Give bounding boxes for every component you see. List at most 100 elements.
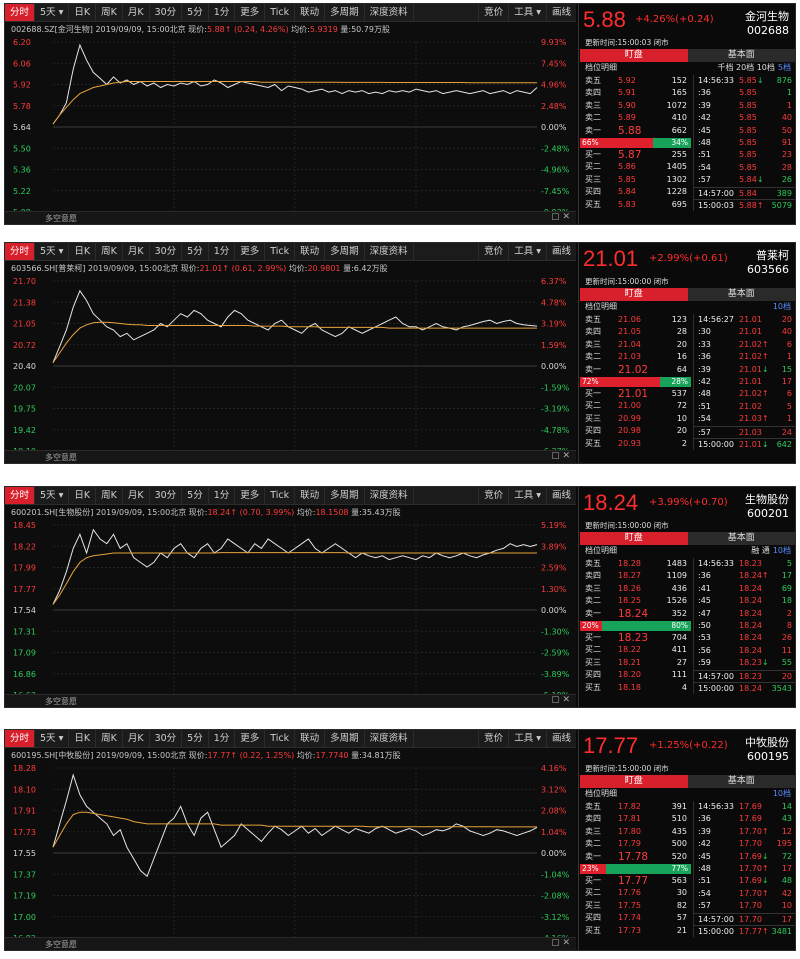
period-tab[interactable]: 深度资料: [365, 4, 414, 21]
tick-list: 14:56:27 21.01 20:30 21.01 40:33 21.02↑ 6:36 21…: [693, 314, 795, 451]
depth-extra[interactable]: 融 通: [751, 546, 770, 555]
tool-button[interactable]: 竞价: [478, 4, 508, 21]
window-controls-icon[interactable]: ▢ ✕: [551, 695, 570, 705]
depth-options[interactable]: 融 通 10档: [751, 545, 791, 556]
period-tab[interactable]: 5分: [182, 730, 209, 747]
depth-selected[interactable]: 5档: [777, 63, 791, 72]
depth-selected[interactable]: 10档: [772, 546, 791, 555]
period-tab[interactable]: 30分: [150, 730, 183, 747]
y-tick-pct: -2.59%: [541, 649, 570, 658]
tick-row: :56 18.24 11: [694, 645, 795, 657]
period-tab[interactable]: 5分: [182, 243, 209, 260]
tool-button[interactable]: 工具 ▾: [508, 730, 546, 747]
window-controls-icon[interactable]: ▢ ✕: [551, 451, 570, 461]
period-tab[interactable]: 日K: [69, 4, 97, 21]
period-tab[interactable]: 5天 ▾: [35, 4, 70, 21]
tool-button[interactable]: 竞价: [478, 730, 508, 747]
period-tab[interactable]: 分时: [5, 4, 36, 21]
period-tab[interactable]: 分时: [5, 730, 36, 747]
tool-button[interactable]: 工具 ▾: [508, 487, 546, 504]
tool-button[interactable]: 画线: [545, 730, 576, 747]
period-tab[interactable]: 月K: [123, 243, 150, 260]
tool-button[interactable]: 工具 ▾: [508, 243, 546, 260]
period-tab[interactable]: 日K: [69, 243, 97, 260]
depth-options[interactable]: 10档: [770, 788, 791, 799]
depth-selected[interactable]: 10档: [772, 789, 791, 798]
period-tab[interactable]: 深度资料: [365, 487, 414, 504]
period-tab[interactable]: 1分: [209, 243, 236, 260]
period-tab[interactable]: 30分: [150, 4, 183, 21]
period-tab[interactable]: 更多: [235, 243, 266, 260]
intraday-chart[interactable]: 18.45 5.19% 18.22 3.89% 17.99 2.59% 17.77 1.30%…: [5, 487, 576, 707]
depth-options[interactable]: 10档: [770, 301, 791, 312]
period-tab[interactable]: Tick: [265, 487, 296, 504]
period-tab[interactable]: 月K: [123, 4, 150, 21]
window-controls-icon[interactable]: ▢ ✕: [551, 938, 570, 948]
tool-button[interactable]: 工具 ▾: [508, 4, 546, 21]
depth-options[interactable]: 千档 20档 10档 5档: [717, 62, 791, 73]
period-tab[interactable]: 多周期: [325, 4, 365, 21]
tool-button[interactable]: 画线: [545, 4, 576, 21]
period-tab[interactable]: Tick: [265, 243, 296, 260]
period-tab[interactable]: Tick: [265, 730, 296, 747]
period-tab[interactable]: 深度资料: [365, 243, 414, 260]
bid-ratio-label: 23%: [582, 863, 599, 873]
period-tab[interactable]: 1分: [209, 487, 236, 504]
intraday-chart[interactable]: 6.20 9.93% 6.06 7.45% 5.92 4.96% 5.78 2.48% 5.64…: [5, 4, 576, 224]
period-tab[interactable]: 多周期: [325, 487, 365, 504]
period-tab[interactable]: 月K: [123, 487, 150, 504]
depth-selected[interactable]: 10档: [772, 302, 791, 311]
period-tab[interactable]: 多周期: [325, 730, 365, 747]
period-tab[interactable]: 5分: [182, 4, 209, 21]
period-tab[interactable]: 联动: [295, 487, 326, 504]
price-line: [52, 528, 538, 605]
tab-fundamental[interactable]: 基本面: [687, 49, 795, 62]
period-tab[interactable]: 5天 ▾: [35, 487, 70, 504]
period-tab[interactable]: 周K: [96, 4, 123, 21]
tick-price-value: 21.03: [739, 414, 762, 424]
period-tab[interactable]: 分时: [5, 243, 36, 260]
tab-order-watch[interactable]: 盯盘: [580, 775, 688, 788]
tool-button[interactable]: 竞价: [478, 243, 508, 260]
period-tab[interactable]: 更多: [235, 730, 266, 747]
period-tab[interactable]: 周K: [96, 730, 123, 747]
tab-fundamental[interactable]: 基本面: [687, 532, 795, 545]
tab-order-watch[interactable]: 盯盘: [580, 532, 688, 545]
period-tab[interactable]: 周K: [96, 487, 123, 504]
tool-button[interactable]: 画线: [545, 243, 576, 260]
period-tab[interactable]: 更多: [235, 487, 266, 504]
period-tab[interactable]: 联动: [295, 243, 326, 260]
period-tab[interactable]: 日K: [69, 730, 97, 747]
tab-order-watch[interactable]: 盯盘: [580, 288, 688, 301]
tick-volume: 6: [786, 389, 792, 399]
period-tab[interactable]: 1分: [209, 730, 236, 747]
tool-button[interactable]: 竞价: [478, 487, 508, 504]
period-tab[interactable]: 5天 ▾: [35, 730, 70, 747]
tick-price: 18.24↑: [739, 570, 769, 582]
period-tab[interactable]: 联动: [295, 4, 326, 21]
period-tab[interactable]: 更多: [235, 4, 266, 21]
period-tab[interactable]: 30分: [150, 243, 183, 260]
period-tab[interactable]: 日K: [69, 487, 97, 504]
period-tab[interactable]: Tick: [265, 4, 296, 21]
period-tab[interactable]: 月K: [123, 730, 150, 747]
period-tab[interactable]: 30分: [150, 487, 183, 504]
tab-fundamental[interactable]: 基本面: [687, 288, 795, 301]
period-tab[interactable]: 联动: [295, 730, 326, 747]
period-tab[interactable]: 深度资料: [365, 730, 414, 747]
period-tab[interactable]: 多周期: [325, 243, 365, 260]
depth-extra[interactable]: 千档 20档 10档: [717, 63, 775, 72]
tool-button[interactable]: 画线: [545, 487, 576, 504]
tick-row: :48 17.70↑ 17: [694, 863, 795, 875]
period-tab[interactable]: 5分: [182, 487, 209, 504]
intraday-chart[interactable]: 18.28 4.16% 18.10 3.12% 17.91 2.08% 17.73 1.04%…: [5, 730, 576, 950]
window-controls-icon[interactable]: ▢ ✕: [551, 212, 570, 222]
tab-order-watch[interactable]: 盯盘: [580, 49, 688, 62]
tick-volume: 3543: [771, 683, 792, 693]
period-tab[interactable]: 分时: [5, 487, 36, 504]
period-tab[interactable]: 1分: [209, 4, 236, 21]
tab-fundamental[interactable]: 基本面: [687, 775, 795, 788]
intraday-chart[interactable]: 21.70 6.37% 21.38 4.78% 21.05 3.19% 20.72 1.59%…: [5, 243, 576, 463]
period-tab[interactable]: 5天 ▾: [35, 243, 70, 260]
period-tab[interactable]: 周K: [96, 243, 123, 260]
